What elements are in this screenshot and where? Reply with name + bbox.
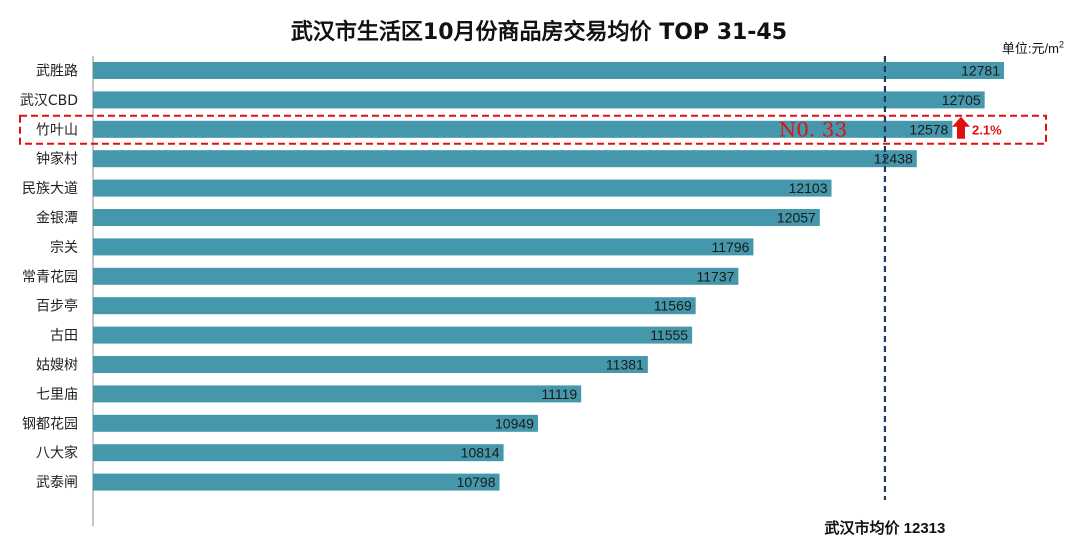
category-label-3: 竹叶山	[36, 122, 78, 138]
highlight-box	[19, 114, 1047, 145]
category-label-7: 宗关	[50, 240, 78, 256]
bar-13	[93, 414, 538, 432]
category-label-13: 钢都花园	[22, 416, 78, 432]
bar-15	[93, 473, 500, 491]
value-label-1: 12781	[961, 63, 1000, 79]
category-label-6: 金银潭	[36, 210, 78, 227]
value-label-11: 11381	[606, 357, 644, 373]
bar-7	[93, 238, 754, 256]
value-label-7: 11796	[712, 239, 750, 255]
bar-11	[93, 356, 648, 373]
category-label-10: 古田	[50, 328, 78, 344]
category-label-9: 百步亭	[36, 298, 78, 315]
category-label-11: 姑嫂树	[36, 358, 78, 374]
overlay-group: 武汉市均价 12313 N0. 33 2.1%	[19, 56, 1047, 537]
value-label-8: 11737	[697, 268, 735, 284]
bar-8	[93, 267, 739, 285]
value-label-9: 11569	[654, 298, 692, 314]
category-label-14: 八大家	[36, 445, 78, 462]
value-label-10: 11555	[650, 327, 688, 343]
unit-text: 单位:元/m	[1001, 41, 1059, 56]
value-label-5: 12103	[789, 180, 828, 196]
unit-superscript: 2	[1058, 39, 1064, 50]
chart-title: 武汉市生活区10月份商品房交易均价 TOP 31-45	[290, 20, 788, 45]
up-arrow-icon	[952, 116, 970, 139]
category-label-15: 武泰闸	[36, 475, 78, 491]
bar-4	[93, 150, 917, 168]
value-label-3: 12578	[909, 121, 948, 137]
value-label-6: 12057	[777, 210, 816, 226]
category-label-2: 武汉CBD	[20, 93, 78, 109]
bar-5	[93, 179, 832, 197]
bar-6	[93, 209, 820, 226]
value-label-15: 10798	[457, 474, 496, 490]
bars-group: 武胜路 12781 武汉CBD 12705 竹叶山 12578 钟家村 12438 民族大道 12…	[20, 56, 1004, 526]
bar-10	[93, 326, 693, 344]
value-label-13: 10949	[495, 415, 534, 431]
value-label-4: 12438	[874, 151, 913, 167]
category-label-12: 七里庙	[36, 387, 78, 403]
bar-9	[93, 297, 696, 315]
category-label-4: 钟家村	[36, 151, 78, 168]
bar-14	[93, 444, 504, 462]
category-label-8: 常青花园	[22, 269, 78, 285]
value-label-14: 10814	[461, 445, 500, 461]
unit-label: 单位:元/m2	[1002, 38, 1064, 57]
bar-3	[93, 120, 953, 138]
rank-badge-text: N0. 33	[779, 117, 847, 141]
bar-12	[93, 385, 582, 403]
bar-2	[93, 91, 985, 109]
value-label-2: 12705	[942, 92, 981, 108]
value-label-12: 11119	[541, 386, 577, 402]
average-reference-label: 武汉市均价 12313	[824, 519, 945, 537]
category-label-5: 民族大道	[22, 181, 78, 197]
change-percent-label: 2.1%	[972, 122, 1002, 137]
category-label-1: 武胜路	[36, 64, 78, 80]
bar-1	[93, 62, 1004, 79]
